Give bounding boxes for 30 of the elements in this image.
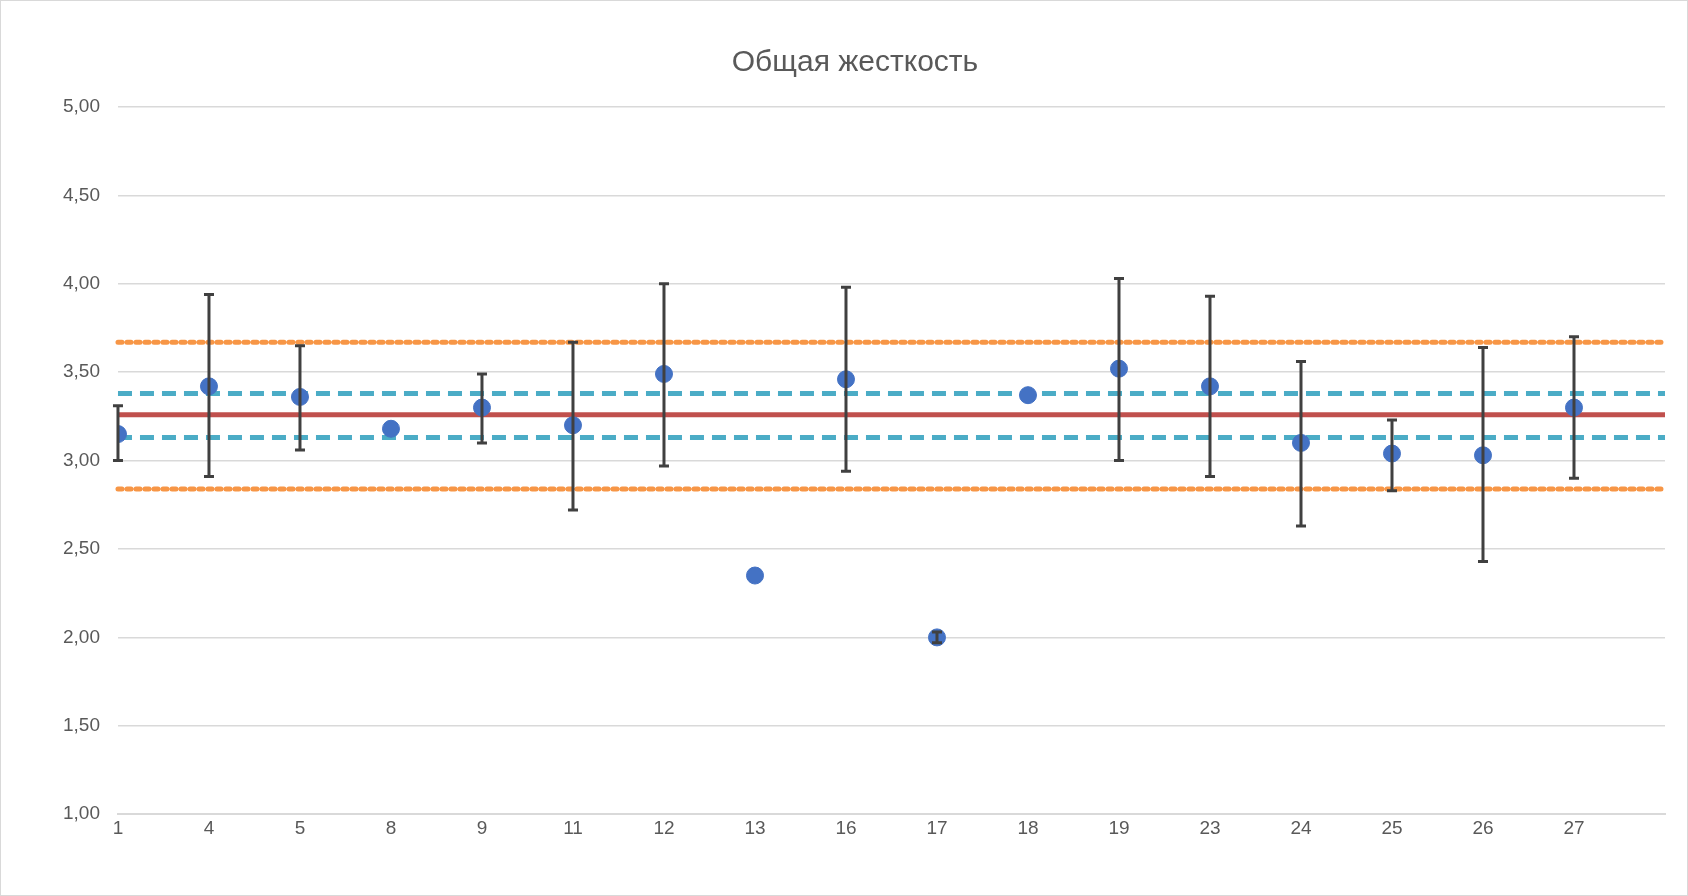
- y-tick-label: 5,00: [63, 95, 100, 117]
- x-tick-label: 11: [563, 816, 583, 838]
- point: [745, 566, 764, 585]
- chart-title: Общая жесткость: [731, 44, 979, 78]
- y-tick-label: 2,50: [63, 537, 100, 559]
- x-tick-label: 8: [385, 816, 397, 838]
- x-tick-label: 23: [1199, 816, 1221, 838]
- x-tick-label: 1: [112, 816, 124, 838]
- x-tick-label: 4: [203, 816, 215, 838]
- x-tick-label: 27: [1563, 816, 1585, 838]
- x-tick-label: 16: [835, 816, 857, 838]
- x-tick-label: 24: [1290, 816, 1312, 838]
- y-tick-label: 3,50: [63, 360, 100, 382]
- x-tick-label: 17: [926, 816, 948, 838]
- x-tick-label: 12: [653, 816, 675, 838]
- x-tick-label: 18: [1017, 816, 1039, 838]
- y-tick-label: 1,00: [63, 802, 100, 824]
- x-tick-label: 5: [294, 816, 306, 838]
- x-tick-label: 13: [744, 816, 766, 838]
- x-tick-label: 26: [1472, 816, 1494, 838]
- point: [1018, 386, 1037, 405]
- y-tick-label: 3,00: [63, 448, 100, 470]
- x-tick-label: 9: [476, 816, 488, 838]
- y-tick-label: 1,50: [63, 714, 100, 736]
- x-tick-label: 25: [1381, 816, 1403, 838]
- y-tick-label: 4,50: [63, 183, 100, 205]
- x-tick-label: 19: [1108, 816, 1130, 838]
- point: [381, 419, 400, 438]
- y-tick-label: 4,00: [63, 272, 100, 294]
- y-tick-label: 2,00: [63, 625, 100, 647]
